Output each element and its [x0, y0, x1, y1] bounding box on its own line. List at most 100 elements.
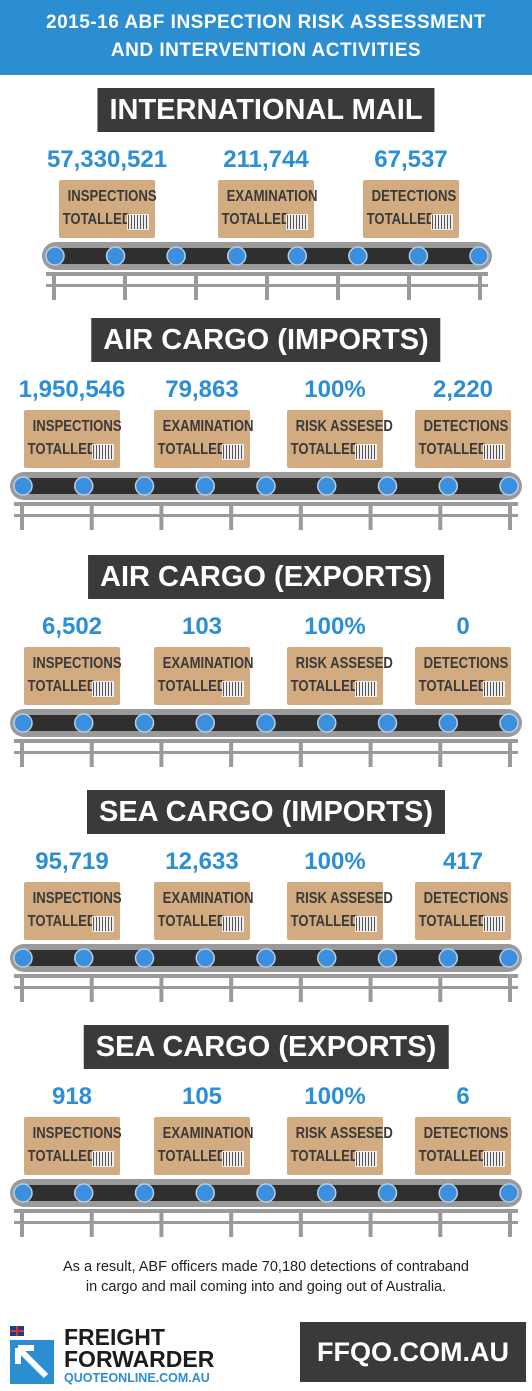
roller — [13, 713, 33, 733]
roller — [13, 476, 33, 496]
footer-note: in cargo and mail coming into and going … — [85, 1279, 447, 1295]
barcode — [355, 1151, 377, 1167]
package-box: RISK ASSESED TOTALLED — [287, 882, 393, 940]
roller — [469, 246, 489, 266]
logo-line: FREIGHT — [64, 1324, 165, 1350]
box-label: DETECTIONS — [423, 1125, 509, 1142]
package-box: RISK ASSESED TOTALLED — [287, 410, 393, 468]
leg — [407, 272, 411, 300]
package-box: INSPECTIONS TOTALLED — [24, 647, 122, 705]
box-label: TOTALLED — [366, 211, 436, 228]
stat-value: 12,633 — [165, 848, 239, 875]
roller — [195, 713, 215, 733]
roller — [377, 713, 398, 733]
package-box: EXAMINATION TOTALLED — [218, 180, 318, 238]
box-label: RISK ASSESED — [295, 890, 393, 907]
rail — [14, 502, 518, 506]
box-label: TOTALLED — [418, 441, 488, 458]
leg — [438, 974, 443, 1002]
leg — [20, 974, 24, 1002]
stat-value: 105 — [181, 1083, 223, 1110]
leg — [229, 739, 234, 767]
header: 2015-16 ABF INSPECTION RISK ASSESSMENT A… — [0, 0, 532, 75]
barcode — [483, 444, 505, 460]
roller — [74, 713, 94, 733]
roller — [348, 246, 368, 266]
roller — [134, 713, 155, 733]
package-box: DETECTIONS TOTALLED — [363, 180, 459, 238]
package-box: EXAMINATION TOTALLED — [154, 882, 254, 940]
roller — [377, 948, 398, 968]
barcode — [483, 1151, 505, 1167]
leg — [52, 272, 56, 300]
box-label: INSPECTIONS — [67, 188, 157, 205]
barcode — [222, 916, 244, 932]
leg — [438, 1209, 443, 1237]
box-label: TOTALLED — [157, 678, 227, 695]
box-label: RISK ASSESED — [295, 655, 393, 672]
roller — [74, 948, 94, 968]
roller — [256, 476, 276, 496]
package-box: RISK ASSESED TOTALLED — [287, 647, 393, 705]
leg — [368, 739, 373, 767]
roller — [195, 948, 215, 968]
section-title: SEA CARGO (IMPORTS) — [86, 790, 446, 834]
box-label: TOTALLED — [157, 913, 227, 930]
box-label: TOTALLED — [290, 913, 360, 930]
box-label: TOTALLED — [290, 678, 360, 695]
roller — [166, 246, 186, 266]
box-label: TOTALLED — [418, 678, 488, 695]
website[interactable]: FFQO.COM.AU — [300, 1322, 526, 1382]
box-label: TOTALLED — [221, 211, 291, 228]
box-label: TOTALLED — [62, 211, 132, 228]
stat-value: 918 — [51, 1083, 93, 1110]
leg — [89, 974, 94, 1002]
stat-value: 6 — [456, 1083, 470, 1110]
box-label: DETECTIONS — [371, 188, 457, 205]
leg — [159, 739, 164, 767]
leg — [229, 502, 234, 530]
leg — [298, 502, 303, 530]
stat-value: 211,744 — [223, 146, 309, 173]
box-label: TOTALLED — [418, 1148, 488, 1165]
rail — [14, 751, 518, 754]
roller — [13, 1183, 33, 1203]
roller — [317, 476, 337, 496]
leg — [20, 739, 24, 767]
conveyor — [10, 709, 522, 767]
stat-value: 0 — [456, 613, 470, 640]
barcode — [431, 214, 453, 230]
box-label: TOTALLED — [157, 441, 227, 458]
rail — [14, 739, 518, 743]
package-box: EXAMINATION TOTALLED — [154, 1117, 254, 1175]
leg — [298, 739, 303, 767]
box-label: EXAMINATION — [162, 1125, 254, 1142]
header-title: AND INTERVENTION ACTIVITIES — [110, 40, 422, 61]
belt-inner — [46, 248, 488, 264]
box-label: EXAMINATION — [226, 188, 318, 205]
roller — [438, 1183, 458, 1203]
logo-line: QUOTEONLINE.COM.AU — [64, 1371, 210, 1385]
package-box: RISK ASSESED TOTALLED — [287, 1117, 393, 1175]
package-box: INSPECTIONS TOTALLED — [24, 1117, 122, 1175]
roller — [226, 246, 247, 266]
leg — [89, 502, 94, 530]
section-title: INTERNATIONAL MAIL — [97, 88, 435, 132]
stat-value: 417 — [442, 848, 484, 875]
roller — [408, 246, 429, 266]
barcode — [92, 444, 114, 460]
barcode — [483, 681, 505, 697]
conveyor — [10, 472, 522, 530]
leg — [265, 272, 269, 300]
roller — [438, 948, 458, 968]
package-box: INSPECTIONS TOTALLED — [24, 882, 122, 940]
stat-value: 95,719 — [35, 848, 109, 875]
roller — [105, 246, 126, 266]
section-title: AIR CARGO (EXPORTS) — [88, 555, 444, 599]
roller — [438, 476, 458, 496]
leg — [336, 272, 340, 300]
roller — [195, 1183, 215, 1203]
roller — [13, 948, 33, 968]
roller — [317, 713, 337, 733]
